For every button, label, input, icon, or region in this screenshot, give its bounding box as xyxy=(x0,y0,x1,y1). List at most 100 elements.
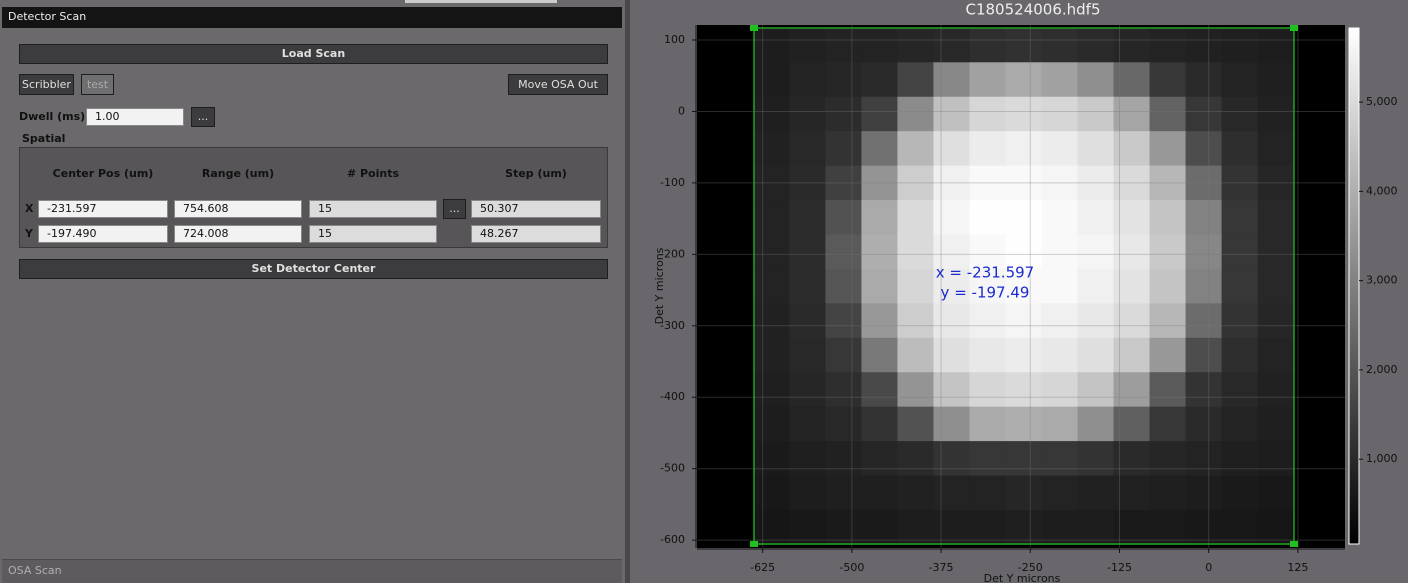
heatmap-cell xyxy=(1005,234,1043,270)
cell-input[interactable]: 50.307 xyxy=(471,200,601,218)
cell-input[interactable]: -197.490 xyxy=(38,225,168,243)
heatmap-cell xyxy=(789,96,826,132)
heatmap-cell xyxy=(969,475,1006,511)
tab-edge xyxy=(405,0,557,3)
heatmap-cell xyxy=(1185,131,1223,167)
heatmap-cell xyxy=(825,303,862,339)
heatmap-cell xyxy=(933,475,970,511)
heatmap-cell xyxy=(1077,509,1115,545)
heatmap-cell xyxy=(861,268,898,304)
heatmap-cell xyxy=(1005,165,1043,201)
heatmap-cell xyxy=(897,27,934,63)
heatmap-cell xyxy=(789,200,826,235)
left-panel: Detector Scan Load Scan Scribbler test M… xyxy=(0,0,625,583)
heatmap-cell xyxy=(933,200,970,235)
x-axis-label: Det Y microns xyxy=(984,572,1061,583)
heatmap-cell xyxy=(861,509,898,545)
colorbar-tick-label: 2,000 xyxy=(1366,363,1398,376)
dwell-more-button[interactable]: ... xyxy=(191,107,215,127)
heatmap-cell xyxy=(1185,441,1223,477)
heatmap-cell xyxy=(1041,62,1079,98)
cell-input[interactable]: 724.008 xyxy=(174,225,302,243)
colorbar-tick-label: 3,000 xyxy=(1366,274,1398,287)
heatmap-cell xyxy=(825,165,862,201)
cell-input[interactable]: 754.608 xyxy=(174,200,302,218)
heatmap-cell xyxy=(1185,475,1223,511)
heatmap-cell xyxy=(1113,62,1151,98)
heatmap-cell xyxy=(861,303,898,339)
heatmap-cell xyxy=(1257,27,1295,63)
heatmap-cell xyxy=(897,509,934,545)
cell-input[interactable]: 15 xyxy=(309,200,437,218)
heatmap-cell xyxy=(897,441,934,477)
cell-input[interactable]: -231.597 xyxy=(38,200,168,218)
heatmap-cell xyxy=(1149,268,1187,304)
osa-scan-header[interactable]: OSA Scan xyxy=(2,559,622,583)
heatmap-cell xyxy=(753,27,790,63)
heatmap-cell xyxy=(1257,268,1295,304)
heatmap-cell xyxy=(1257,234,1295,270)
heatmap-cell xyxy=(1005,27,1043,63)
heatmap-cell xyxy=(1113,441,1151,477)
x-tick-label: -250 xyxy=(1018,561,1043,574)
y-tick-label: -100 xyxy=(660,176,685,189)
heatmap-cell xyxy=(1221,62,1259,98)
heatmap-cell xyxy=(897,96,934,132)
heatmap-cell xyxy=(1005,337,1043,373)
heatmap-cell xyxy=(1257,131,1295,167)
heatmap-cell xyxy=(1005,200,1043,235)
heatmap-cell xyxy=(789,131,826,167)
heatmap-cell xyxy=(1185,165,1223,201)
heatmap-cell xyxy=(1113,27,1151,63)
annotation: x = -231.597 xyxy=(936,264,1034,282)
heatmap-cell xyxy=(1149,303,1187,339)
heatmap-cell xyxy=(861,234,898,270)
y-tick-label: -200 xyxy=(660,247,685,260)
load-scan-button[interactable]: Load Scan xyxy=(19,44,608,64)
heatmap-cell xyxy=(969,62,1006,98)
roi xyxy=(753,27,1295,545)
heatmap-cell xyxy=(753,268,790,304)
heatmap-cell xyxy=(1041,200,1079,235)
heatmap-cell xyxy=(897,303,934,339)
heatmap-cell xyxy=(1185,96,1223,132)
heatmap-cell xyxy=(969,268,1006,304)
heatmap-cell xyxy=(753,509,790,545)
heatmap-cell xyxy=(933,337,970,373)
heatmap-cell xyxy=(1185,234,1223,270)
heatmap-cell xyxy=(1077,441,1115,477)
heatmap-cell xyxy=(969,27,1006,63)
heatmap-cell xyxy=(1257,372,1295,408)
heatmap-cell xyxy=(825,441,862,477)
heatmap-cell xyxy=(1113,234,1151,270)
set-center-button[interactable]: Set Detector Center xyxy=(19,259,608,279)
heatmap-cell xyxy=(789,509,826,545)
heatmap-cell xyxy=(825,268,862,304)
cell-input[interactable]: 48.267 xyxy=(471,225,601,243)
heatmap-cell xyxy=(825,372,862,408)
points-more-button[interactable]: ... xyxy=(443,199,466,219)
heatmap-cell xyxy=(1041,303,1079,339)
heatmap-cell xyxy=(1185,268,1223,304)
heatmap-cell xyxy=(1077,62,1115,98)
heatmap-cell xyxy=(1185,303,1223,339)
move-osa-button[interactable]: Move OSA Out xyxy=(508,74,608,95)
y-tick-label: 0 xyxy=(678,104,685,117)
colorbar-tick-label: 5,000 xyxy=(1366,95,1398,108)
cell-input[interactable]: 15 xyxy=(309,225,437,243)
heatmap-cell xyxy=(789,337,826,373)
heatmap-cell xyxy=(1149,509,1187,545)
heatmap-cell xyxy=(1005,62,1043,98)
heatmap-cell xyxy=(1077,406,1115,442)
scribbler-button[interactable]: Scribbler xyxy=(19,74,74,95)
test-button[interactable]: test xyxy=(81,74,114,95)
x-tick-label: -125 xyxy=(1107,561,1132,574)
table-header: Step (um) xyxy=(505,167,567,180)
spatial-label: Spatial xyxy=(22,132,66,145)
dwell-input[interactable]: 1.00 xyxy=(86,108,184,126)
heatmap-cell xyxy=(1077,268,1115,304)
heatmap-cell xyxy=(1221,131,1259,167)
heatmap-cell xyxy=(933,303,970,339)
x-tick-label: 0 xyxy=(1205,561,1212,574)
